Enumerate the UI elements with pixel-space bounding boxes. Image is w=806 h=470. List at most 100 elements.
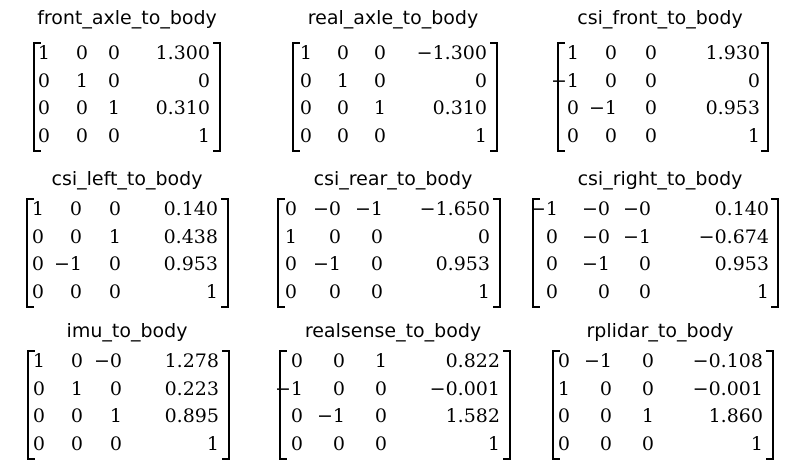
matrix-entry: 1.582 xyxy=(445,405,500,427)
matrix-entry: −1 xyxy=(622,226,651,248)
matrix-entry: 1 xyxy=(747,125,760,147)
matrix-entry: 0 xyxy=(70,405,83,427)
right-bracket xyxy=(213,42,221,152)
matrix-entry: 0.895 xyxy=(164,405,219,427)
matrix-entry: −0 xyxy=(312,198,341,220)
matrix-entry: −1 xyxy=(316,405,345,427)
matrix-entry: −1 xyxy=(53,253,82,275)
matrix-entry: 0 xyxy=(109,433,122,455)
matrix-entry: 1 xyxy=(32,350,45,372)
matrix-entry: 0 xyxy=(557,433,570,455)
left-bracket xyxy=(552,350,560,460)
matrix-entry: 0 xyxy=(557,350,570,372)
matrix-entry: 0 xyxy=(641,350,654,372)
matrix-entry: 0 xyxy=(37,125,50,147)
matrix-entry: −0.108 xyxy=(692,350,763,372)
matrix-entry: 1 xyxy=(206,433,219,455)
matrix-body: −1 −0 −0 0.140 0 −0 −1 −0.674 0 −1 0 0.953 0 0 0 1 xyxy=(529,198,779,308)
matrix-entry: 0 xyxy=(290,433,303,455)
matrix-entry: 0 xyxy=(284,281,297,303)
matrix-entry: 0 xyxy=(332,433,345,455)
matrix-entry: 0 xyxy=(599,405,612,427)
matrix-entry: −1.300 xyxy=(416,42,487,64)
matrix-entry: 1 xyxy=(205,281,218,303)
matrix-entry: 0 xyxy=(108,198,121,220)
matrix-entry: 0 xyxy=(32,433,45,455)
matrix-entry: −1 xyxy=(581,253,610,275)
matrix-entry: 0.953 xyxy=(435,253,490,275)
left-bracket xyxy=(292,42,300,152)
matrix-entry: 0.953 xyxy=(705,97,760,119)
matrix-entry: 0 xyxy=(299,70,312,92)
matrix-entry: 0 xyxy=(32,378,45,400)
matrix-entry: 0 xyxy=(69,281,82,303)
right-bracket xyxy=(761,42,769,152)
matrix-entry: 0 xyxy=(374,405,387,427)
matrix-entry: 1.860 xyxy=(708,405,763,427)
matrix-entry: 1 xyxy=(37,42,50,64)
matrix-entry: −0 xyxy=(622,198,651,220)
matrix-entry: 0 xyxy=(644,42,657,64)
matrix-entry: 0 xyxy=(107,42,120,64)
matrix-entry: 0 xyxy=(599,378,612,400)
matrix-entry: 0 xyxy=(290,350,303,372)
left-bracket xyxy=(26,198,34,308)
matrix-entry: 0 xyxy=(336,125,349,147)
matrix-entry: 0 xyxy=(545,253,558,275)
matrix-entry: 0 xyxy=(566,97,579,119)
matrix-entry: 0 xyxy=(284,253,297,275)
matrix-entry: 0.822 xyxy=(445,350,500,372)
matrix-entry: −1 xyxy=(354,198,383,220)
matrix-entry: 0 xyxy=(597,281,610,303)
matrix-entry: 0 xyxy=(37,97,50,119)
matrix-entry: 0 xyxy=(336,42,349,64)
matrix-body: 1 0 0 0.140 0 0 1 0.438 0 −1 0 0.953 0 0 0 1 xyxy=(26,198,229,308)
matrix-entry: 1 xyxy=(107,97,120,119)
matrix-entry: 1.278 xyxy=(164,350,219,372)
matrix-body: 1 0 −0 1.278 0 1 0 0.223 0 0 1 0.895 0 0 0 1 xyxy=(27,350,230,460)
matrix-entry: 0 xyxy=(644,97,657,119)
matrix-entry: 0.953 xyxy=(714,253,769,275)
right-bracket xyxy=(490,42,498,152)
matrix-entry: 0 xyxy=(107,70,120,92)
right-bracket xyxy=(503,350,511,460)
matrix-entry: 0 xyxy=(545,226,558,248)
matrix-title: csi_front_to_body xyxy=(577,7,743,29)
left-bracket xyxy=(33,42,41,152)
matrix-entry: 0 xyxy=(290,405,303,427)
matrix-title: csi_right_to_body xyxy=(577,168,743,190)
matrix-entry: 0 xyxy=(70,433,83,455)
matrix-entry: 0 xyxy=(644,125,657,147)
matrix-entry: 0 xyxy=(545,281,558,303)
matrix-entry: 1 xyxy=(299,42,312,64)
right-bracket xyxy=(766,350,774,460)
matrix-entry: 0 xyxy=(373,125,386,147)
matrix-entry: 1 xyxy=(477,281,490,303)
matrix-entry: 1 xyxy=(641,405,654,427)
matrix-entry: 0.310 xyxy=(155,97,210,119)
matrix-entry: 1 xyxy=(373,97,386,119)
matrix-entry: 0 xyxy=(69,226,82,248)
matrix-entry: 0.310 xyxy=(432,97,487,119)
matrix-title: real_axle_to_body xyxy=(307,7,479,29)
matrix-entry: 0 xyxy=(373,42,386,64)
matrix-entry: 1 xyxy=(31,198,44,220)
matrix-entry: 1 xyxy=(557,378,570,400)
matrix-entry: 0 xyxy=(69,198,82,220)
matrix-entry: 1 xyxy=(70,378,83,400)
matrix-entry: −0 xyxy=(93,350,122,372)
matrix-entry: 1.930 xyxy=(705,42,760,64)
matrix-entry: 0 xyxy=(336,97,349,119)
matrix-entry: −1 xyxy=(550,70,579,92)
matrix-entry: 1 xyxy=(108,226,121,248)
matrix-entry: 0 xyxy=(370,281,383,303)
matrix-entry: 0 xyxy=(374,433,387,455)
matrix-entry: −1 xyxy=(529,198,558,220)
matrix-entry: 0 xyxy=(37,70,50,92)
matrix-entry: 1 xyxy=(197,125,210,147)
matrix-entry: 0 xyxy=(75,42,88,64)
matrix-entry: 0 xyxy=(75,125,88,147)
matrix-entry: 0 xyxy=(108,253,121,275)
matrix-entry: −1 xyxy=(274,378,303,400)
matrix-body: 0 0 1 0.822 −1 0 0 −0.001 0 −1 0 1.582 0 0 0 1 xyxy=(275,350,511,460)
